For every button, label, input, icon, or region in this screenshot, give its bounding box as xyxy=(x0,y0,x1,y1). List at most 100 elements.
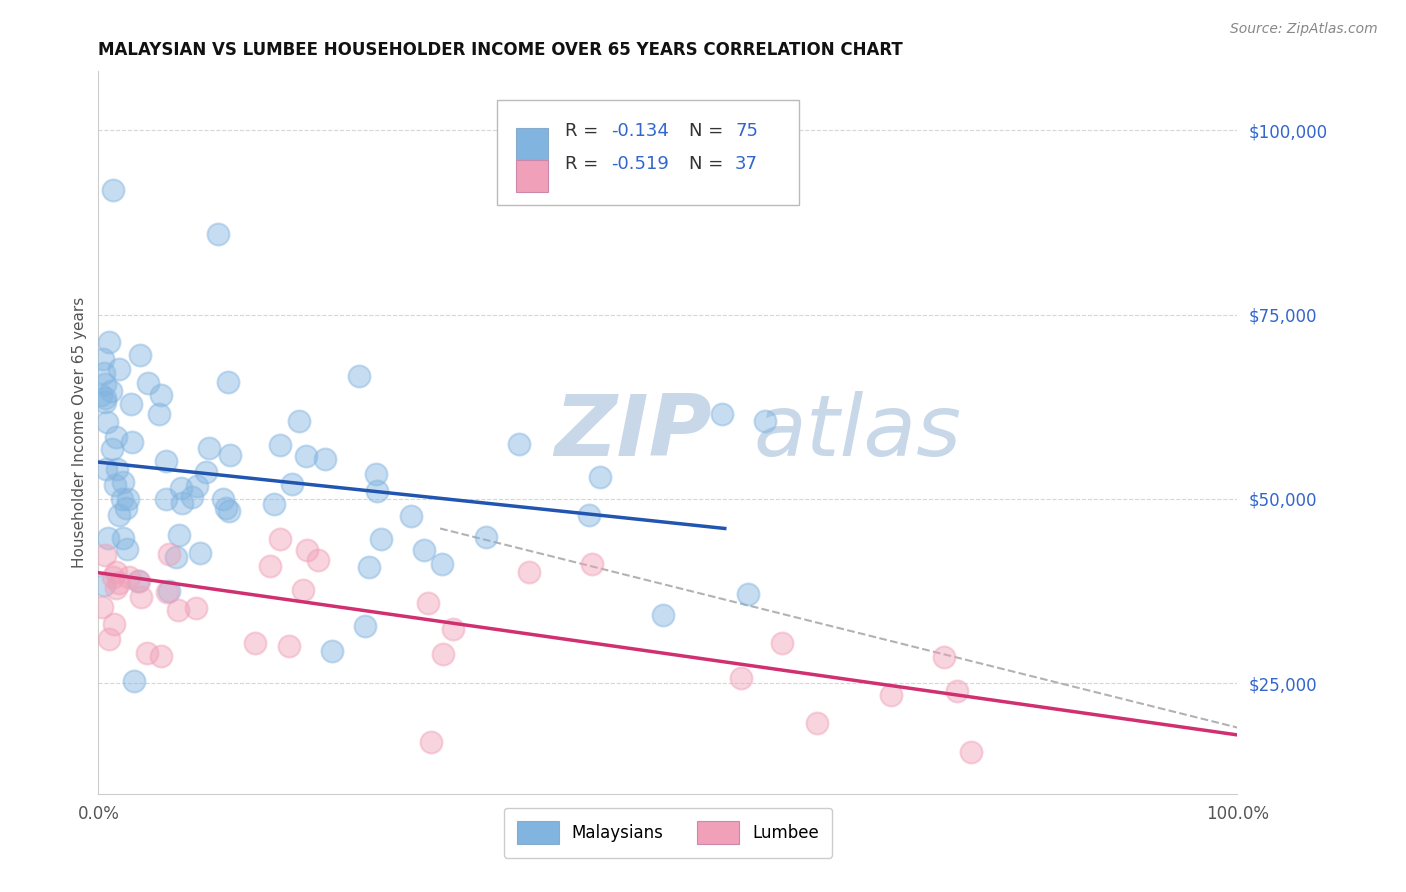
Point xyxy=(263,497,285,511)
Point xyxy=(117,570,139,584)
Point xyxy=(295,543,318,558)
Point xyxy=(121,434,143,449)
Point xyxy=(432,647,454,661)
Point xyxy=(114,501,136,516)
Point xyxy=(186,479,208,493)
Point xyxy=(148,407,170,421)
Point xyxy=(347,368,370,383)
Text: -0.519: -0.519 xyxy=(612,155,669,173)
Point xyxy=(157,583,180,598)
Bar xyxy=(516,128,548,160)
Point xyxy=(100,384,122,398)
Point xyxy=(90,599,112,614)
Point xyxy=(418,596,440,610)
Point xyxy=(806,716,828,731)
Point xyxy=(107,462,129,476)
Point xyxy=(149,388,172,402)
Point xyxy=(508,437,530,451)
Text: Source: ZipAtlas.com: Source: ZipAtlas.com xyxy=(1230,22,1378,37)
Point xyxy=(97,531,120,545)
Point xyxy=(104,581,127,595)
Point xyxy=(97,632,120,646)
Point xyxy=(93,391,115,405)
Point xyxy=(100,442,122,457)
Point xyxy=(170,481,193,495)
Point xyxy=(737,587,759,601)
Text: atlas: atlas xyxy=(754,391,962,475)
Point xyxy=(578,508,600,522)
Text: ZIP: ZIP xyxy=(554,391,711,475)
Point xyxy=(165,550,187,565)
Point xyxy=(581,558,603,572)
Text: N =: N = xyxy=(689,122,730,140)
Point xyxy=(181,490,204,504)
Point xyxy=(934,650,956,665)
Point xyxy=(128,574,150,589)
Point xyxy=(101,183,124,197)
Point xyxy=(97,334,120,349)
Point xyxy=(770,636,793,650)
Point xyxy=(94,395,117,409)
Point xyxy=(198,442,221,456)
Point xyxy=(129,348,152,362)
Bar xyxy=(516,161,548,192)
Point xyxy=(295,449,318,463)
Text: 75: 75 xyxy=(735,122,758,140)
Legend: Malaysians, Lumbee: Malaysians, Lumbee xyxy=(503,807,832,858)
Point xyxy=(166,603,188,617)
Point xyxy=(135,646,157,660)
Point xyxy=(186,601,208,615)
Point xyxy=(138,376,160,390)
Text: 37: 37 xyxy=(735,155,758,173)
Point xyxy=(188,546,211,560)
Point xyxy=(307,553,329,567)
Point xyxy=(215,500,238,515)
Point xyxy=(218,504,240,518)
Point xyxy=(292,582,315,597)
Point xyxy=(219,448,242,462)
Point xyxy=(288,414,311,428)
Y-axis label: Householder Income Over 65 years: Householder Income Over 65 years xyxy=(72,297,87,568)
Point xyxy=(94,462,117,476)
Point xyxy=(401,509,423,524)
Point xyxy=(169,527,191,541)
Point xyxy=(96,416,118,430)
Point xyxy=(269,437,291,451)
Text: R =: R = xyxy=(565,155,605,173)
Text: N =: N = xyxy=(689,155,730,173)
Point xyxy=(420,735,443,749)
Point xyxy=(207,227,229,241)
Point xyxy=(754,414,776,428)
Point xyxy=(104,565,127,579)
Point xyxy=(157,547,180,561)
Point xyxy=(170,496,193,510)
Text: R =: R = xyxy=(565,122,605,140)
Text: MALAYSIAN VS LUMBEE HOUSEHOLDER INCOME OVER 65 YEARS CORRELATION CHART: MALAYSIAN VS LUMBEE HOUSEHOLDER INCOME O… xyxy=(98,41,903,59)
Point xyxy=(93,376,115,391)
FancyBboxPatch shape xyxy=(498,100,799,205)
Point xyxy=(880,688,903,702)
Point xyxy=(156,585,179,599)
Point xyxy=(259,559,281,574)
Point xyxy=(588,469,610,483)
Point xyxy=(710,408,733,422)
Point xyxy=(129,590,152,604)
Point xyxy=(211,491,233,506)
Point xyxy=(94,548,117,562)
Point xyxy=(103,617,125,632)
Point xyxy=(115,542,138,557)
Point xyxy=(127,574,149,589)
Point xyxy=(217,375,239,389)
Point xyxy=(474,530,496,544)
Point xyxy=(359,560,381,574)
Point xyxy=(280,477,302,491)
Point xyxy=(370,532,392,546)
Point xyxy=(90,387,112,401)
Point xyxy=(321,644,343,658)
Point xyxy=(108,576,131,591)
Point xyxy=(108,508,131,522)
Point xyxy=(432,557,454,571)
Text: -0.134: -0.134 xyxy=(612,122,669,140)
Point xyxy=(150,648,173,663)
Point xyxy=(314,451,336,466)
